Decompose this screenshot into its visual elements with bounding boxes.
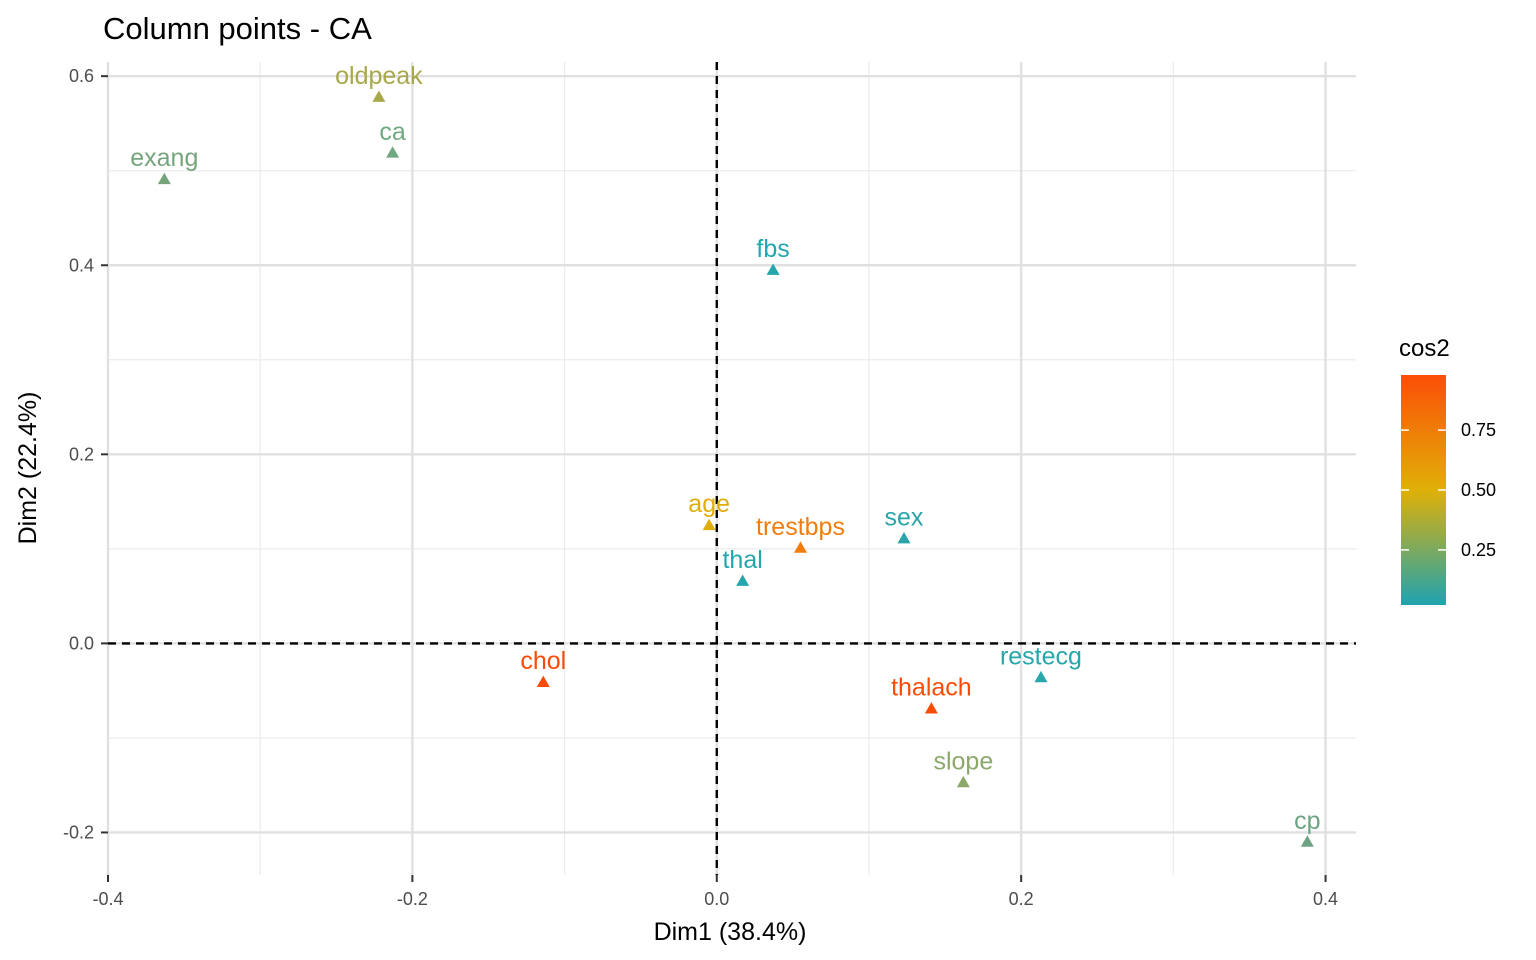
- x-axis-title: Dim1 (38.4%): [654, 918, 807, 946]
- point-label: age: [688, 490, 730, 518]
- legend: cos2 0.25 0.50 0.75: [1399, 335, 1496, 605]
- x-tick-label: 0.2: [1009, 889, 1034, 909]
- point-ca: ca: [379, 118, 406, 158]
- y-tick-label: 0.2: [69, 444, 94, 464]
- point-label: cp: [1294, 807, 1320, 835]
- point-label: restecg: [1000, 642, 1082, 670]
- y-tick-label: -0.2: [63, 822, 94, 842]
- legend-tick-label: 0.50: [1461, 480, 1496, 500]
- point-marker: [897, 531, 911, 544]
- point-marker: [157, 172, 171, 185]
- x-axis-ticks: -0.4 -0.2 0.0 0.2 0.4: [92, 875, 1338, 909]
- grid-minor: [108, 62, 1356, 875]
- point-oldpeak: oldpeak: [335, 62, 423, 102]
- x-tick-label: -0.4: [92, 889, 123, 909]
- y-tick-label: 0.0: [69, 633, 94, 653]
- y-axis-title: Dim2 (22.4%): [14, 392, 42, 545]
- point-label: exang: [130, 144, 198, 172]
- point-label: oldpeak: [335, 62, 423, 90]
- point-marker: [1300, 835, 1314, 847]
- point-label: trestbps: [756, 513, 845, 541]
- point-thal: thal: [722, 546, 763, 586]
- point-chol: chol: [520, 647, 566, 688]
- point-marker: [702, 518, 716, 531]
- point-label: slope: [933, 747, 993, 775]
- data-points: oldpeak ca exang fbs age trestbps sex thal chol r…: [130, 62, 1321, 847]
- x-tick-label: 0.4: [1313, 889, 1338, 909]
- legend-tick-label: 0.75: [1461, 420, 1496, 440]
- point-restecg: restecg: [1000, 642, 1082, 683]
- point-exang: exang: [130, 144, 198, 185]
- point-label: thalach: [891, 674, 972, 702]
- point-sex: sex: [885, 503, 924, 544]
- point-slope: slope: [933, 747, 993, 788]
- point-trestbps: trestbps: [756, 513, 845, 553]
- legend-ticks: 0.25 0.50 0.75: [1401, 420, 1496, 560]
- point-age: age: [688, 490, 730, 531]
- point-label: fbs: [756, 235, 789, 263]
- point-label: chol: [520, 647, 566, 675]
- point-label: thal: [722, 546, 762, 574]
- point-cp: cp: [1294, 807, 1321, 847]
- legend-tick-label: 0.25: [1461, 540, 1496, 560]
- point-marker: [736, 574, 750, 586]
- y-tick-label: 0.6: [69, 66, 94, 86]
- point-marker: [793, 541, 807, 553]
- point-marker: [924, 702, 938, 714]
- point-label: sex: [885, 503, 924, 531]
- legend-title: cos2: [1399, 335, 1450, 362]
- point-thalach: thalach: [891, 674, 972, 714]
- x-tick-label: 0.0: [704, 889, 729, 909]
- point-marker: [1034, 670, 1048, 683]
- x-tick-label: -0.2: [397, 889, 428, 909]
- point-marker: [956, 775, 970, 788]
- point-fbs: fbs: [756, 235, 790, 275]
- reference-lines: [108, 62, 1356, 875]
- point-marker: [372, 90, 386, 102]
- y-axis-ticks: -0.2 0.0 0.2 0.4 0.6: [63, 66, 108, 842]
- point-marker: [766, 263, 780, 275]
- point-label: ca: [379, 118, 406, 146]
- point-marker: [536, 675, 550, 688]
- y-tick-label: 0.4: [69, 255, 94, 275]
- chart-title: Column points - CA: [103, 11, 372, 46]
- point-marker: [386, 146, 400, 158]
